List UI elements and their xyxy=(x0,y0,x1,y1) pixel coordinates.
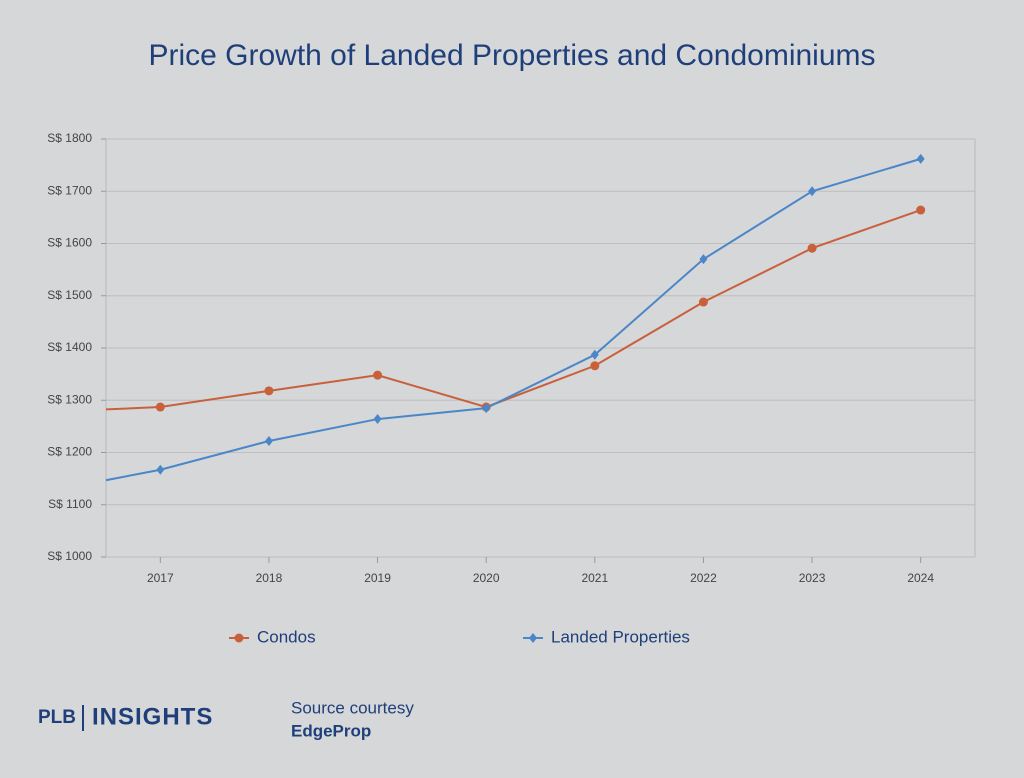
marker xyxy=(808,186,817,197)
chart-title: Price Growth of Landed Properties and Co… xyxy=(148,39,875,72)
marker xyxy=(699,254,708,265)
marker xyxy=(373,414,382,425)
marker xyxy=(916,205,926,215)
plot-content xyxy=(106,153,926,482)
y-tick-label: S$ 1400 xyxy=(47,340,92,354)
y-tick-label: S$ 1800 xyxy=(47,131,92,145)
x-tick-label: 2019 xyxy=(364,571,391,585)
x-tick-label: 2020 xyxy=(473,571,500,585)
x-tick-label: 2018 xyxy=(256,571,283,585)
marker xyxy=(264,386,274,396)
marker xyxy=(373,370,383,380)
marker xyxy=(590,361,600,371)
y-tick-label: S$ 1000 xyxy=(47,549,92,563)
y-tick-label: S$ 1300 xyxy=(47,392,92,406)
y-tick-label: S$ 1700 xyxy=(47,183,92,197)
marker xyxy=(234,633,244,643)
marker xyxy=(264,436,273,447)
y-tick-label: S$ 1500 xyxy=(47,288,92,302)
x-tick-label: 2021 xyxy=(581,571,608,585)
marker xyxy=(916,153,925,164)
footer: PLB INSIGHTS Source courtesy EdgeProp xyxy=(38,698,414,740)
marker xyxy=(698,297,708,307)
marker xyxy=(155,402,165,412)
marker xyxy=(529,633,537,643)
legend-label: Landed Properties xyxy=(551,627,690,646)
logo-right: INSIGHTS xyxy=(92,703,213,730)
y-tick-label: S$ 1100 xyxy=(48,497,92,511)
marker xyxy=(590,349,599,360)
x-tick-label: 2017 xyxy=(147,571,174,585)
source-label: Source courtesy xyxy=(291,698,414,717)
y-tick-label: S$ 1600 xyxy=(47,236,92,250)
y-tick-label: S$ 1200 xyxy=(47,445,92,459)
legend-label: Condos xyxy=(257,627,316,646)
marker xyxy=(156,464,165,475)
x-tick-label: 2022 xyxy=(690,571,717,585)
x-tick-label: 2023 xyxy=(799,571,826,585)
logo-left: PLB xyxy=(38,707,76,728)
x-tick-label: 2024 xyxy=(907,571,934,585)
marker xyxy=(482,403,491,414)
marker xyxy=(807,243,817,253)
source: EdgeProp xyxy=(291,721,371,740)
